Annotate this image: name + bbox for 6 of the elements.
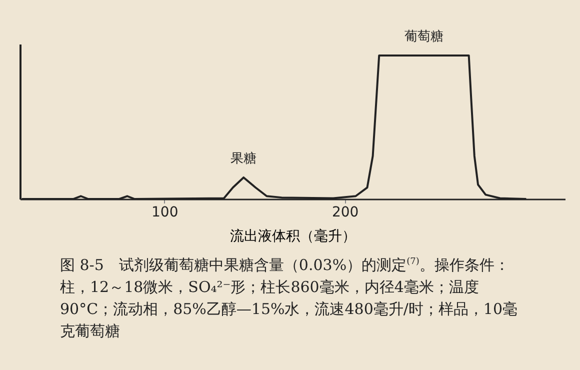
- annotation: 果糖: [230, 151, 257, 166]
- x-tick-label: 100: [152, 204, 178, 220]
- caption: 图 8-5 试剂级葡萄糖中果糖含量（0.03%）的测定$^{(7)}$。操作条件：柱，12～18微米，SO₄²⁻形；柱长860毫米，内径4毫米；温度90°C；流动相，85%乙醇—15%水，流速480毫升/时；样品，10毫克葡萄糖: [60, 255, 519, 342]
- annotation: 葡萄糖: [404, 29, 444, 44]
- x-axis-title: 流出液体积（毫升）: [230, 228, 356, 244]
- x-tick-label: 200: [332, 204, 359, 220]
